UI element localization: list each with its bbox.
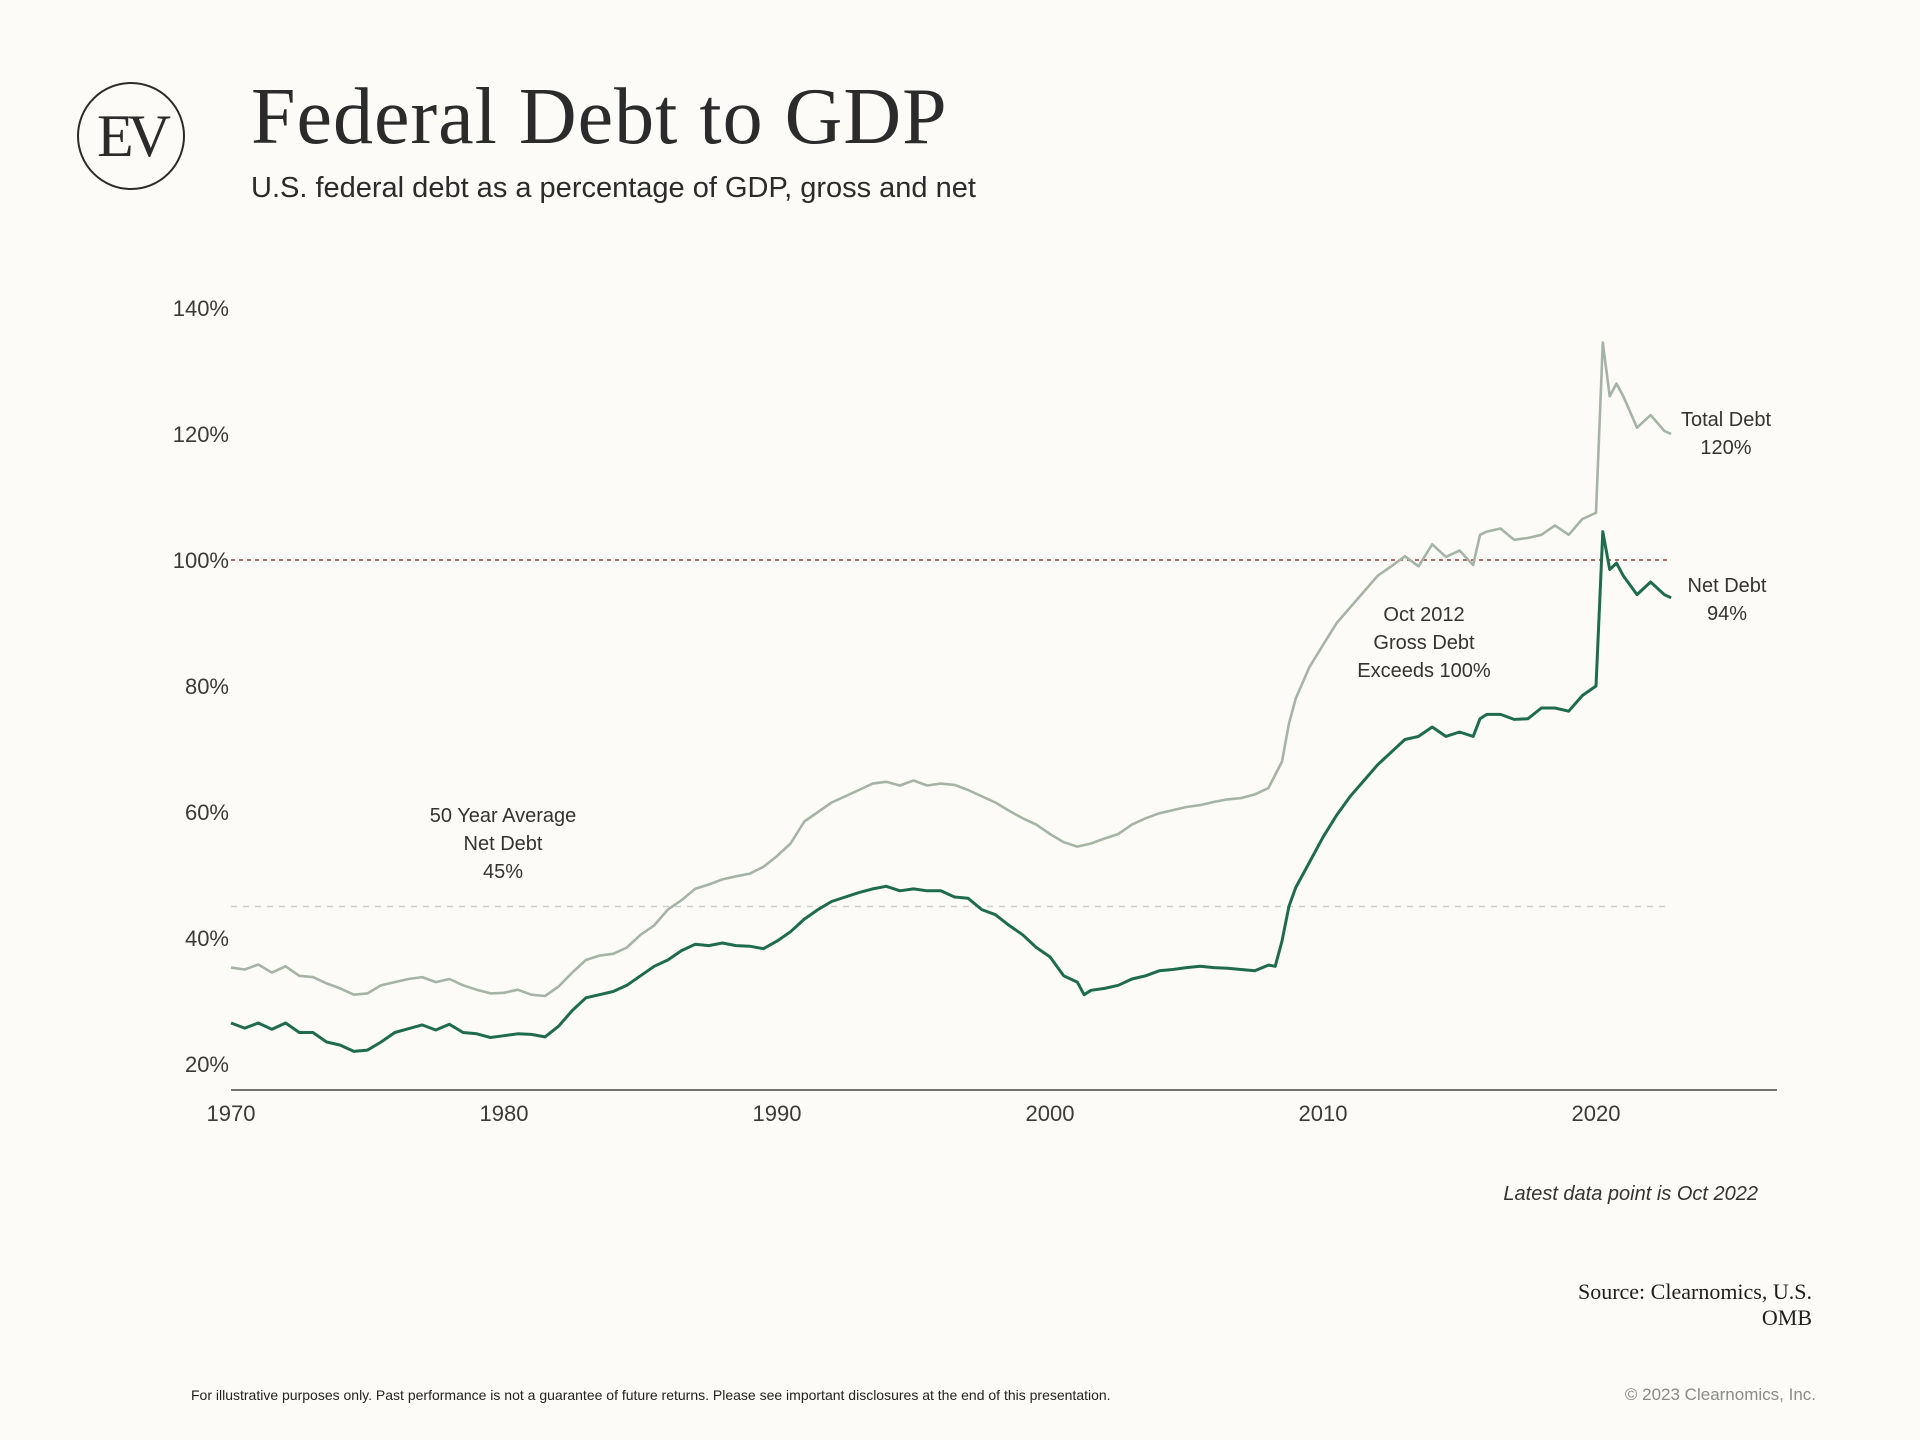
y-tick-label: 120% [173,422,229,447]
net-debt-label: Net Debt [1688,575,1767,597]
x-tick-label: 1970 [207,1101,256,1126]
y-tick-label: 80% [185,674,229,699]
y-tick-label: 140% [173,296,229,321]
source-line-2: OMB [1761,1305,1812,1330]
annotation-average-line3: 45% [483,861,523,883]
net-debt-value: 94% [1707,603,1747,625]
annotation-2012-line1: Oct 2012 [1383,604,1464,626]
x-tick-label: 2000 [1026,1101,1075,1126]
total-debt-line [230,341,1672,998]
y-tick-label: 100% [173,548,229,573]
y-tick-label: 40% [185,926,229,951]
x-tick-label: 1980 [480,1101,529,1126]
page-title: Federal Debt to GDP [251,73,948,161]
logo-text: EV [97,102,171,169]
net-debt-line [230,530,1672,1053]
total-debt-value: 120% [1700,437,1751,459]
y-tick-label: 20% [185,1052,229,1077]
source-note: Source: Clearnomics, U.S. OMB [1512,1279,1812,1331]
copyright: © 2023 Clearnomics, Inc. [1624,1385,1816,1404]
ev-logo: EV [77,82,185,190]
x-tick-label: 2020 [1572,1101,1621,1126]
y-tick-label: 60% [185,800,229,825]
x-tick-label: 1990 [753,1101,802,1126]
disclaimer: For illustrative purposes only. Past per… [191,1387,1111,1403]
latest-data-note: Latest data point is Oct 2022 [1503,1183,1758,1205]
page-subtitle: U.S. federal debt as a percentage of GDP… [251,172,976,204]
annotation-2012-line3: Exceeds 100% [1357,660,1491,682]
annotation-average-line1: 50 Year Average [430,805,576,827]
annotation-2012-line2: Gross Debt [1373,632,1475,654]
total-debt-label: Total Debt [1681,409,1771,431]
annotation-average-line2: Net Debt [464,833,543,855]
x-tick-label: 2010 [1299,1101,1348,1126]
source-line-1: Source: Clearnomics, U.S. [1577,1279,1812,1304]
